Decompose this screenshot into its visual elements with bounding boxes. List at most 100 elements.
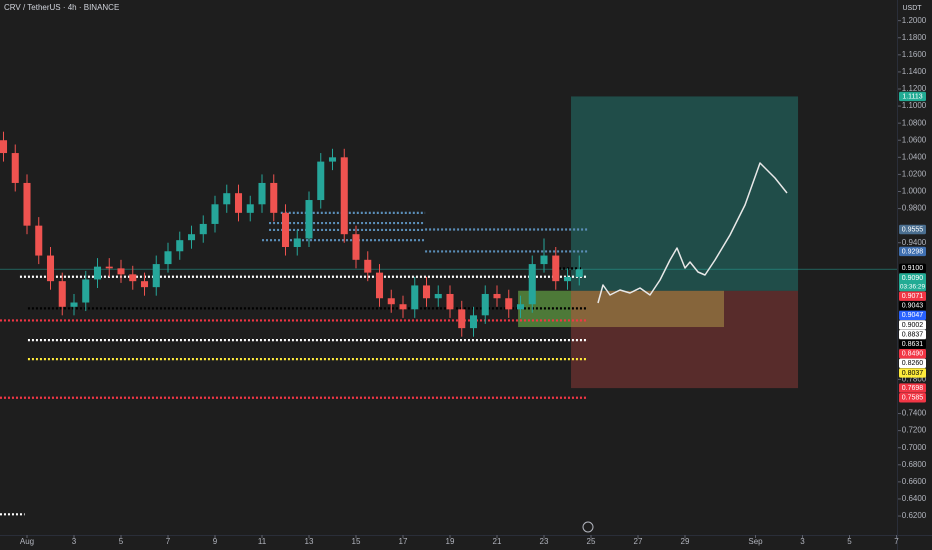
candle-body: [399, 304, 407, 310]
forecast-drawing: [597, 162, 788, 304]
candle-body: [82, 279, 90, 303]
price-label-box: [899, 263, 926, 274]
y-tick-label: 0.6800: [902, 460, 927, 469]
candle-body: [234, 193, 243, 213]
candle-body: [211, 204, 219, 224]
candle-body: [23, 182, 31, 226]
candle-body: [270, 182, 278, 213]
y-tick-label: 0.6600: [902, 477, 927, 486]
symbol-title: CRV / TetherUS · 4h · BINANCE: [4, 3, 119, 12]
price-label: 0.8260: [902, 360, 924, 367]
x-tick-label: Aug: [20, 537, 34, 546]
candle-body: [246, 204, 254, 213]
price-label: 0.9071: [902, 293, 924, 300]
candle-body: [340, 157, 348, 235]
y-tick-label: 0.7800: [902, 374, 927, 383]
candle-body: [411, 285, 419, 310]
y-tick-label: 1.0400: [902, 152, 927, 161]
x-tick-label: 5: [119, 537, 124, 546]
candle-body: [187, 234, 196, 241]
y-tick-label: 1.0800: [902, 118, 927, 127]
candle-body: [35, 225, 43, 256]
y-tick-label: 1.0000: [902, 187, 927, 196]
candle-body: [516, 304, 525, 310]
candle-body: [58, 281, 66, 307]
candle-body: [552, 255, 560, 282]
price-label-box: [899, 349, 926, 359]
price-label: 0.9090: [902, 275, 924, 282]
countdown-label: 03:36:29: [900, 283, 926, 290]
price-label: 0.7585: [902, 395, 924, 402]
candles: [0, 131, 583, 337]
price-label: 0.9555: [902, 226, 924, 233]
price-label: 0.9047: [902, 312, 924, 319]
price-label: 0.9100: [902, 265, 924, 272]
price-label: 0.8837: [902, 331, 924, 338]
candle-body: [387, 298, 395, 305]
candle-body: [328, 157, 337, 162]
candle-body: [422, 285, 431, 299]
y-tick-label: 0.7200: [902, 426, 927, 435]
levels: [0, 211, 897, 516]
price-label: 1.1113: [902, 93, 922, 100]
x-tick-label: 9: [213, 537, 218, 546]
candle-body: [293, 238, 301, 248]
x-tick-label: 27: [634, 537, 643, 546]
candle-body: [317, 161, 325, 201]
y-tick-label: 1.1400: [902, 67, 927, 76]
stop-zone: [571, 290, 799, 389]
price-label-box: [899, 383, 926, 393]
price-label: 0.9043: [902, 303, 924, 310]
candle-body: [305, 200, 313, 239]
candle-body: [493, 293, 501, 299]
time-icon: [582, 521, 594, 533]
x-tick-label: 15: [352, 537, 361, 546]
candle-body: [505, 298, 513, 310]
zones: [518, 96, 799, 389]
y-tick-label: 0.9800: [902, 204, 927, 213]
x-tick-label: 3: [800, 537, 805, 546]
price-label-box: [899, 329, 926, 340]
candle-body: [540, 255, 548, 265]
candle-body: [364, 259, 372, 273]
price-label-box: [899, 301, 926, 311]
x-tick-label: 7: [894, 537, 899, 546]
x-tick-label: 29: [681, 537, 690, 546]
candle-body: [105, 266, 113, 269]
y-tick-label: 0.7400: [902, 409, 927, 418]
candle-body: [164, 251, 172, 265]
price-label: 0.7698: [902, 385, 924, 392]
candle-body: [352, 234, 360, 260]
y-tick-label: 1.1600: [902, 50, 927, 59]
price-label: 0.9298: [902, 248, 924, 255]
candle-body: [117, 268, 125, 275]
candle-body: [129, 274, 137, 282]
candle-body: [446, 293, 454, 310]
y-tick-label: 1.1200: [902, 84, 927, 93]
currency-label: USDT: [902, 5, 922, 12]
price-label-box: [899, 91, 926, 102]
x-tick-label: 19: [446, 537, 455, 546]
candle-body: [223, 193, 231, 205]
x-tick-label: 25: [587, 537, 596, 546]
candle-body: [199, 223, 207, 235]
x-tick-label: Sep: [748, 537, 763, 546]
candle-body: [528, 264, 536, 305]
candle-body: [375, 272, 384, 299]
price-label: 0.8490: [902, 351, 924, 358]
price-label-box: [899, 320, 926, 330]
y-tick-label: 0.6200: [902, 511, 927, 520]
price-label-box: [899, 339, 926, 349]
candle-body: [11, 153, 19, 183]
y-tick-label: 1.0600: [902, 135, 927, 144]
candle-body: [469, 315, 478, 329]
target-zone: [571, 96, 799, 291]
price-label: 0.8037: [902, 370, 924, 377]
price-label-box: [899, 310, 926, 321]
axis: 1.2000 1.1800 1.1600 1.1400 1.1200 1.1000 1.08…: [20, 16, 927, 546]
candle-body: [481, 293, 489, 316]
y-tick-label: 1.1000: [902, 101, 927, 110]
price-label: 0.8631: [902, 341, 924, 348]
